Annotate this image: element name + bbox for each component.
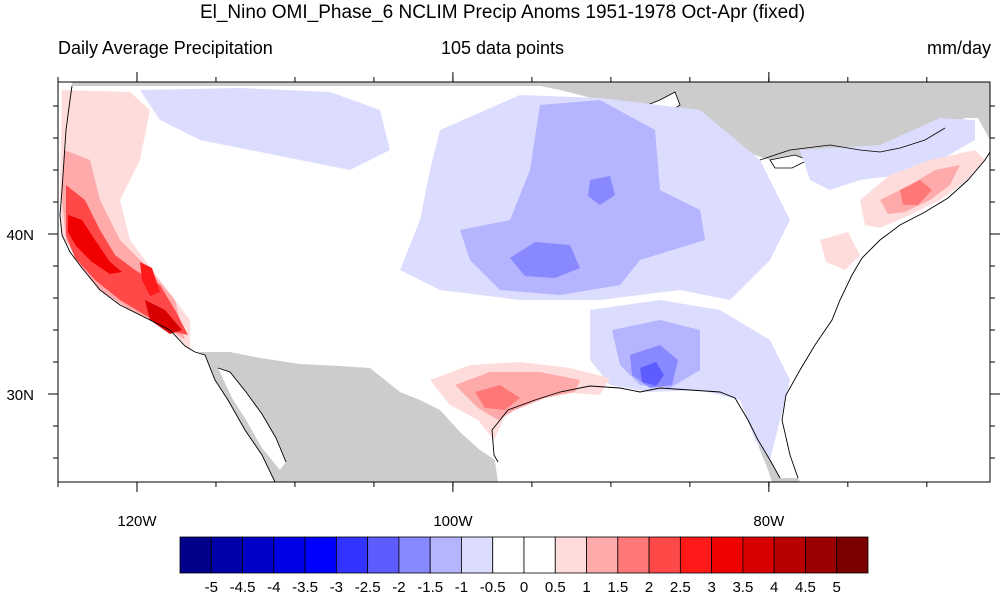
mexico-coast (194, 351, 287, 482)
atlantic-ocean (782, 152, 990, 482)
lon-tick-label: 80W (753, 513, 785, 530)
colorbar: -5 -4.5 -4 -3.5 -3 -2.5 -2 -1.5 -1 -0.5 0 0.5 1 1.5 2 2… (179, 536, 869, 596)
anom-california-strong (66, 185, 188, 335)
anom-sierra-core (140, 262, 160, 296)
colorbar-label: 1 (582, 579, 590, 596)
lat-tick-label: 30N (6, 387, 34, 404)
colorbar-swatch (273, 536, 306, 574)
subtitle-count: 105 data points (440, 38, 565, 58)
colorbar-label: -3.5 (292, 579, 318, 596)
colorbar-swatch (805, 536, 838, 574)
map-layer (58, 82, 990, 482)
colorbar-label: 3 (707, 579, 715, 596)
plot-frame (57, 81, 991, 483)
canada-border (759, 127, 946, 161)
pacific-ocean (58, 82, 275, 482)
colorbar-swatch (492, 536, 525, 574)
coastline (59, 85, 990, 479)
colorbar-label: -3 (330, 579, 343, 596)
colorbar-label: 0 (520, 579, 528, 596)
colorbar-swatch (398, 536, 431, 574)
anom-california-core (68, 215, 122, 274)
colorbar-swatch (242, 536, 275, 574)
anom-iowa-strong (588, 176, 615, 205)
anom-socal-core (145, 300, 182, 334)
anom-northwest-light (140, 88, 390, 170)
colorbar-swatch (523, 536, 556, 574)
subtitle-variable: Daily Average Precipitation (58, 38, 273, 58)
colorbar-label: 3.5 (732, 579, 753, 596)
colorbar-label: -2.5 (355, 579, 381, 596)
colorbar-label: 0.5 (545, 579, 566, 596)
subtitle-units: mm/day (926, 38, 991, 58)
colorbar-label: -4.5 (230, 579, 256, 596)
colorbar-label: -1.5 (417, 579, 443, 596)
colorbar-swatch (554, 536, 587, 574)
colorbar-swatch (836, 536, 869, 574)
gulf-of-california (218, 368, 286, 470)
lake-ontario (769, 154, 809, 169)
colorbar-label: 1.5 (607, 579, 628, 596)
lon-tick-label: 120W (117, 513, 157, 530)
colorbar-swatch (742, 536, 775, 574)
colorbar-swatch (461, 536, 494, 574)
colorbar-label: -5 (205, 579, 218, 596)
colorbar-swatch (617, 536, 650, 574)
colorbar-swatch (586, 536, 619, 574)
colorbar-label: -4 (267, 579, 280, 596)
lat-tick-label: 40N (6, 227, 34, 244)
colorbar-label: -2 (392, 579, 405, 596)
colorbar-label: -0.5 (480, 579, 506, 596)
anom-midwest-mid (460, 100, 705, 295)
colorbar-swatch (335, 536, 369, 574)
colorbar-swatch (367, 536, 400, 574)
colorbar-swatch (304, 536, 337, 574)
colorbar-label: 4 (770, 579, 778, 596)
anom-louisiana-core (640, 362, 664, 386)
anom-midatlantic-light (820, 232, 860, 270)
colorbar-swatch (648, 536, 681, 574)
colorbar-swatch (773, 536, 806, 574)
lon-tick-label: 100W (433, 513, 473, 530)
anom-texas-strong (475, 385, 520, 410)
axis-ticks: 120W 100W 80W 40N 30N (6, 72, 1000, 530)
colorbar-label: -1 (455, 579, 468, 596)
anom-midwest-strong (510, 242, 580, 278)
colorbar-swatch (210, 536, 243, 574)
colorbar-label: 2 (645, 579, 653, 596)
colorbar-label: 4.5 (795, 579, 816, 596)
colorbar-label: 5 (833, 579, 841, 596)
colorbar-swatch (711, 536, 744, 574)
colorbar-swatch (179, 536, 212, 574)
map-title: El_Nino OMI_Phase_6 NCLIM Precip Anoms 1… (199, 2, 806, 23)
colorbar-label: 2.5 (670, 579, 691, 596)
colorbar-swatch (679, 536, 713, 574)
gulf-of-mexico (492, 386, 772, 482)
colorbar-swatch (429, 536, 462, 574)
anom-new-england-strong (900, 180, 932, 205)
